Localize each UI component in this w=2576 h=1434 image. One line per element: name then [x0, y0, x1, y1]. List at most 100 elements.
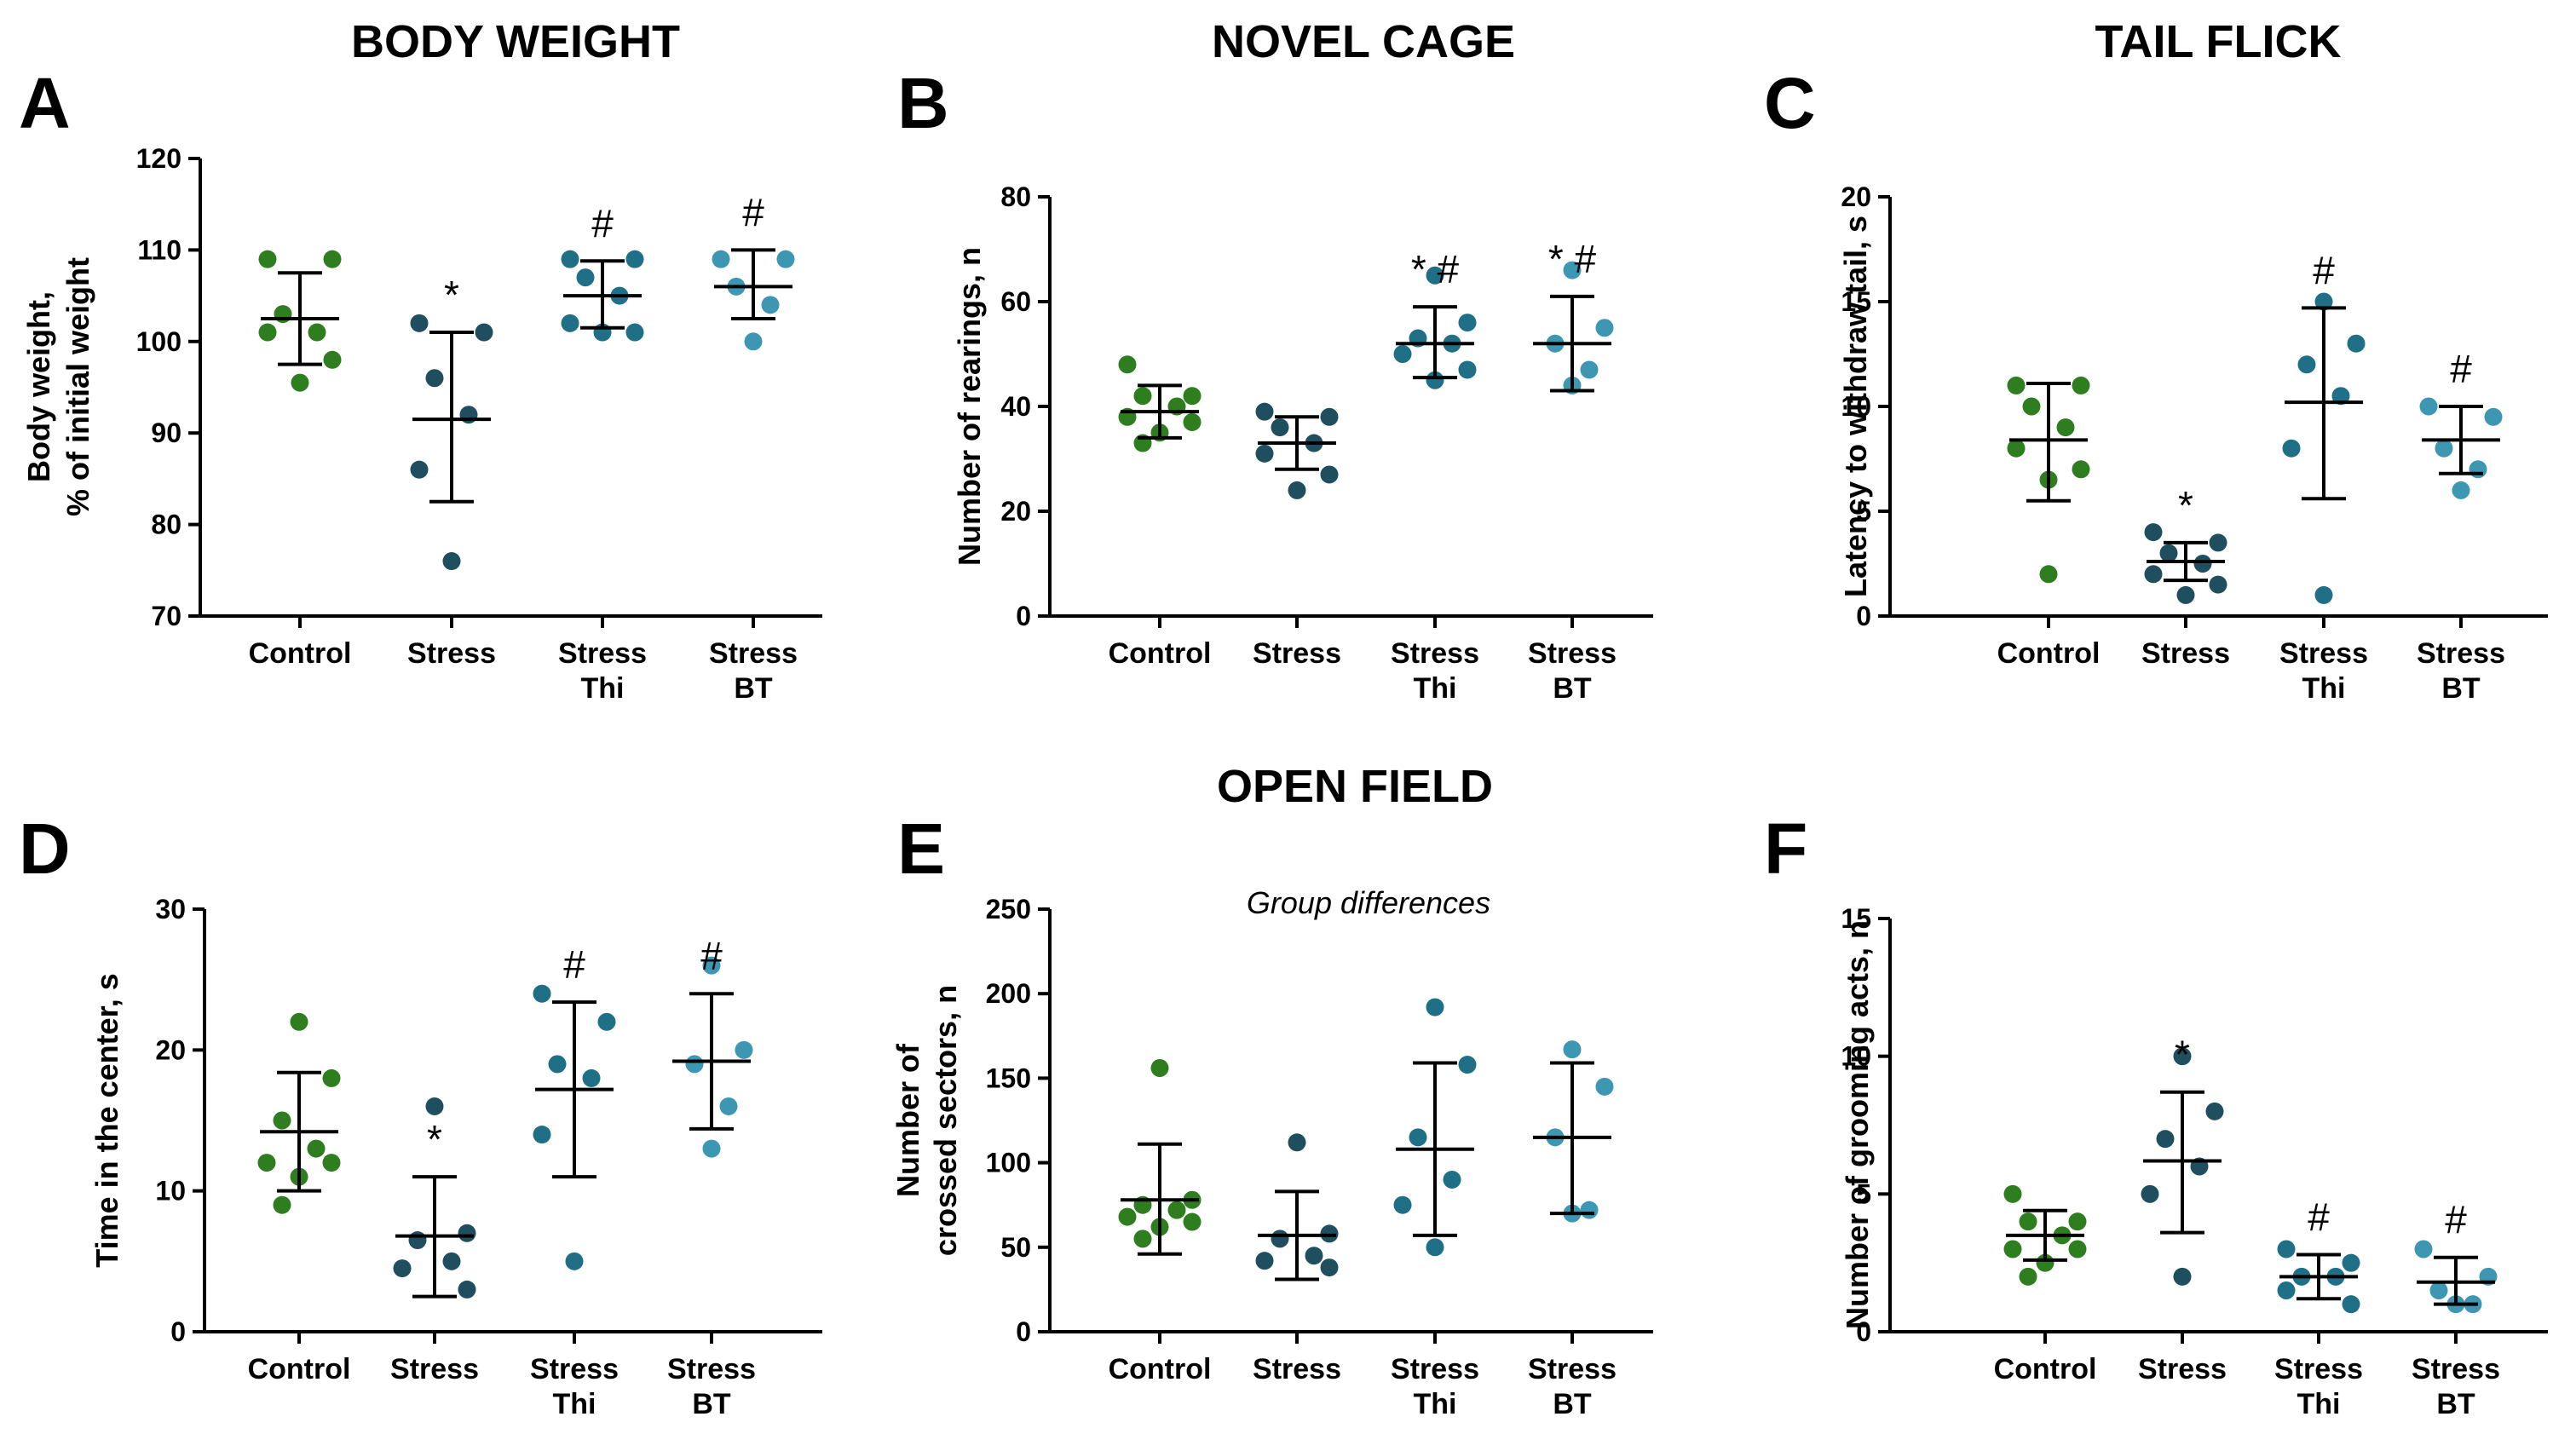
y-tick-label-c: 15: [1841, 286, 1871, 317]
category-label-e: Stress: [1253, 1353, 1341, 1385]
data-point-a: [410, 460, 429, 479]
y-tick-label-f: 15: [1841, 903, 1871, 934]
y-tick-label-e: 250: [986, 894, 1031, 924]
y-tick-label-b: 40: [1000, 391, 1031, 422]
data-point-f: [2342, 1295, 2360, 1314]
data-point-b: [1426, 266, 1444, 285]
annotation-e: Group differences: [1247, 885, 1490, 920]
significance-marker-c: #: [2450, 347, 2472, 391]
data-point-f: [2429, 1281, 2448, 1299]
data-point-a: [323, 350, 342, 369]
y-tick-label-a: 90: [151, 418, 182, 448]
data-point-a: [625, 250, 644, 268]
data-point-f: [2414, 1240, 2433, 1258]
category-label-d: Stress: [667, 1353, 756, 1385]
data-point-c: [2159, 544, 2178, 562]
data-point-e: [1443, 1170, 1461, 1189]
data-point-e: [1167, 1201, 1186, 1219]
data-point-c: [2209, 533, 2227, 552]
data-point-d: [425, 1097, 444, 1115]
panel-c: C 0 5 10 15 20 Latency to withdraw tail, s Cont…: [1764, 63, 2548, 705]
data-point-f: [2205, 1102, 2224, 1120]
significance-marker-c: *: [2178, 483, 2193, 527]
data-point-b: [1458, 314, 1477, 332]
y-tick-label-f: 10: [1841, 1041, 1871, 1072]
data-point-c: [2282, 439, 2301, 458]
data-point-e: [1150, 1058, 1169, 1077]
data-point-d: [273, 1111, 291, 1130]
data-point-f: [2277, 1240, 2296, 1258]
data-point-d: [597, 1012, 616, 1031]
y-tick-label-c: 0: [1856, 601, 1871, 631]
category-label-e: Thi: [1414, 1388, 1457, 1420]
data-point-b: [1320, 407, 1339, 426]
panel-a: A 70 80 90 100 110 120 Body weight,% of initial…: [19, 63, 822, 705]
category-label-a: Stress: [558, 637, 647, 670]
category-label-e: Stress: [1391, 1353, 1479, 1385]
data-point-a: [308, 323, 326, 342]
data-point-b: [1580, 360, 1599, 379]
data-point-b: [1426, 371, 1444, 389]
y-tick-label-e: 50: [1000, 1232, 1031, 1263]
category-label-c: BT: [2441, 672, 2481, 705]
category-label-e: Stress: [1528, 1353, 1616, 1385]
data-point-f: [2068, 1212, 2087, 1231]
category-label-b: BT: [1553, 672, 1592, 705]
data-point-d: [533, 984, 551, 1003]
data-point-e: [1271, 1230, 1289, 1248]
data-point-d: [307, 1139, 326, 1158]
category-label-f: BT: [2436, 1388, 2475, 1420]
title-open-field: OPEN FIELD: [1217, 761, 1493, 812]
data-point-e: [1118, 1207, 1137, 1226]
y-axis-label-f: Number of grooming acts, n: [1840, 920, 1875, 1329]
significance-marker-c: #: [2313, 248, 2335, 292]
data-point-a: [475, 323, 493, 342]
data-point-d: [735, 1040, 753, 1059]
data-point-c: [2144, 523, 2163, 542]
category-label-b: Stress: [1253, 637, 1341, 670]
data-point-d: [393, 1259, 412, 1278]
data-point-b: [1183, 412, 1202, 431]
panel-letter-a: A: [19, 63, 71, 143]
significance-marker-d: #: [700, 934, 723, 978]
panel-d: D 0 10 20 30 Time in the center, s Control Stre…: [19, 809, 822, 1420]
data-point-b: [1288, 481, 1306, 499]
data-point-c: [2007, 439, 2026, 458]
data-point-e: [1255, 1252, 1274, 1270]
y-axis-label-c: Latency to withdraw tail, s: [1838, 216, 1873, 597]
y-tick-label-d: 20: [155, 1034, 186, 1065]
y-tick-label-f: 0: [1856, 1316, 1871, 1347]
data-point-b: [1320, 465, 1339, 484]
panel-b: B 0 20 40 60 80 Number of rearings, n Control St…: [897, 63, 1653, 705]
significance-marker-d: #: [563, 942, 585, 987]
y-tick-label-e: 150: [986, 1063, 1031, 1093]
category-label-a: Stress: [407, 637, 496, 670]
data-point-a: [442, 552, 461, 571]
data-point-e: [1426, 998, 1444, 1016]
data-point-c: [2144, 565, 2163, 584]
category-label-c: Thi: [2302, 672, 2346, 705]
data-point-f: [2068, 1240, 2087, 1258]
data-point-a: [625, 323, 644, 342]
y-axis-label-e: crossed sectors, n: [928, 985, 963, 1256]
panel-letter-d: D: [19, 809, 71, 889]
category-label-f: Control: [1994, 1353, 2097, 1385]
data-point-d: [322, 1154, 341, 1172]
data-point-c: [2007, 376, 2026, 394]
data-point-c: [2452, 481, 2470, 499]
category-label-e: Control: [1109, 1353, 1212, 1385]
title-novel-cage: NOVEL CAGE: [1212, 16, 1515, 67]
data-point-e: [1458, 1056, 1477, 1074]
data-point-a: [258, 323, 277, 342]
y-tick-label-a: 70: [151, 601, 182, 631]
data-point-d: [257, 1154, 276, 1172]
panel-letter-e: E: [897, 809, 945, 889]
data-point-e: [1426, 1238, 1444, 1257]
data-point-a: [576, 268, 595, 287]
y-tick-label-a: 120: [136, 143, 182, 174]
data-point-d: [458, 1280, 476, 1299]
data-point-b: [1271, 418, 1289, 437]
data-point-f: [2019, 1267, 2037, 1286]
y-tick-label-f: 5: [1856, 1178, 1871, 1209]
